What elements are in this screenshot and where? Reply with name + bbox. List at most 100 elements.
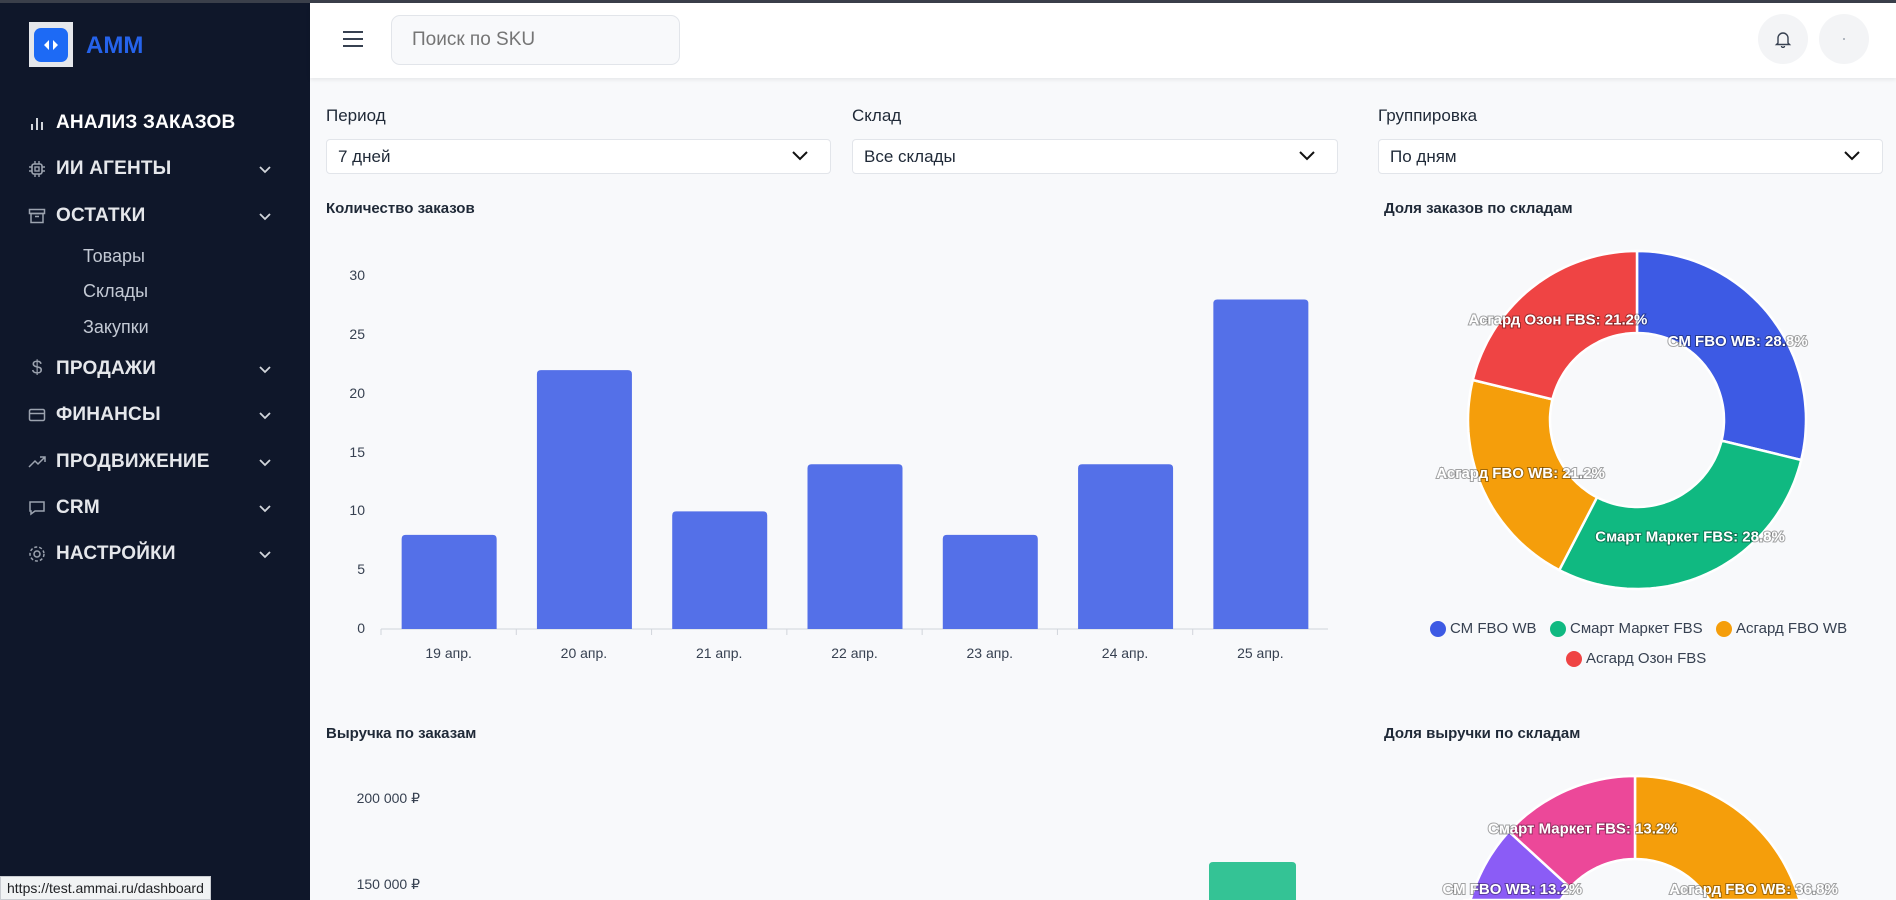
chevron-down-icon — [259, 459, 271, 467]
legend-dot — [1550, 620, 1566, 637]
orders-share-title: Доля заказов по складам — [1384, 200, 1573, 217]
sidebar-item-label: НАСТРОЙКИ — [56, 543, 176, 564]
sidebar-item-orders-analysis[interactable]: АНАЛИЗ ЗАКАЗОВ — [0, 103, 310, 143]
y-tick-label: 150 000 ₽ — [356, 876, 420, 892]
sidebar-item-label: ИИ АГЕНТЫ — [56, 158, 172, 179]
legend-dot — [1430, 620, 1446, 637]
notifications-button[interactable] — [1758, 14, 1808, 64]
x-tick-label: 21 апр. — [695, 645, 743, 661]
y-tick-label: 25 — [349, 325, 365, 342]
sidebar-item-label: ФИНАНСЫ — [56, 404, 161, 425]
sidebar-item-label: ПРОДАЖИ — [56, 358, 157, 379]
legend-dot — [1716, 620, 1732, 637]
top-bar — [310, 3, 1896, 78]
bar — [807, 464, 903, 629]
chevron-down-icon — [259, 412, 271, 420]
sidebar-subitem-warehouses[interactable]: Склады — [83, 281, 149, 301]
sidebar-item-promotion[interactable]: ПРОДВИЖЕНИЕ — [0, 442, 310, 482]
avatar[interactable] — [1819, 14, 1869, 64]
x-tick-label: 24 апр. — [1101, 645, 1149, 661]
sidebar-item-sales[interactable]: $ ПРОДАЖИ — [0, 349, 310, 389]
pie-slice — [1635, 249, 1808, 462]
message-icon — [28, 499, 46, 517]
pie-slice — [1466, 378, 1599, 572]
sidebar-item-label: ПРОДВИЖЕНИЕ — [56, 451, 210, 472]
x-tick-label: 19 апр. — [425, 645, 472, 661]
grouping-select[interactable]: По дням — [1378, 139, 1883, 174]
pie-slice — [1633, 774, 1808, 900]
legend-item[interactable]: Смарт Маркет FBS — [1550, 620, 1703, 637]
pie-slice-label: Смарт Маркет FBS: 28.8% — [1595, 528, 1785, 545]
revenue-chart-title: Выручка по заказам — [326, 725, 477, 742]
grouping-value: По дням — [1390, 146, 1457, 166]
sidebar-item-crm[interactable]: CRM — [0, 488, 310, 528]
revenue-bar — [1209, 862, 1296, 900]
warehouse-select[interactable]: Все склады — [852, 139, 1338, 174]
archive-icon — [28, 207, 46, 225]
bar — [672, 511, 768, 629]
bar — [401, 534, 497, 629]
x-tick-label: 22 апр. — [831, 645, 878, 661]
pie-slice-label: Асгард FBO WB: 21.2% — [1436, 465, 1605, 482]
warehouse-value: Все склады — [864, 146, 956, 166]
app-name: АММ — [86, 32, 144, 59]
chevron-down-icon — [259, 366, 271, 374]
status-bar-url: https://test.ammai.ru/dashboard — [0, 876, 211, 900]
bar — [536, 370, 632, 629]
chevron-down-icon — [259, 166, 271, 174]
sidebar-item-label: ОСТАТКИ — [56, 205, 146, 226]
gear-icon — [28, 545, 46, 563]
pie-slice — [1462, 830, 1572, 900]
chevron-down-icon — [1844, 151, 1860, 161]
pie-slice — [1471, 249, 1639, 401]
pie-slice-label: СМ FBO WB: 28.8% — [1668, 333, 1808, 350]
y-tick-label: 5 — [357, 561, 365, 578]
dollar-icon: $ — [31, 358, 43, 379]
chevron-down-icon — [792, 151, 808, 161]
sidebar-item-label: CRM — [56, 497, 100, 518]
period-select[interactable]: 7 дней — [326, 139, 831, 174]
bell-icon — [1774, 32, 1792, 48]
sidebar-item-settings[interactable]: НАСТРОЙКИ — [0, 534, 310, 574]
pie-slice-label: СМ FBO WB: 13.2% — [1442, 881, 1582, 898]
sidebar-subitem-products[interactable]: Товары — [83, 246, 145, 266]
legend-item[interactable]: Асгард Озон FBS — [1566, 650, 1706, 667]
y-tick-label: 15 — [349, 443, 365, 460]
y-tick-label: 20 — [349, 384, 365, 401]
logo-icon — [34, 27, 68, 62]
sidebar-subitem-purchases[interactable]: Закупки — [83, 317, 149, 337]
bar — [1078, 464, 1174, 629]
sku-search-input[interactable] — [391, 15, 680, 65]
credit-card-icon — [28, 406, 46, 424]
chevron-down-icon — [1299, 151, 1315, 161]
pie-slice-label: Асгард Озон FBS: 21.2% — [1468, 311, 1647, 328]
bar — [1213, 299, 1309, 629]
legend-label: Асгард Озон FBS — [1586, 650, 1707, 667]
sidebar-item-stock[interactable]: ОСТАТКИ — [0, 196, 310, 236]
bar-chart-icon — [28, 114, 46, 132]
chevron-down-icon — [259, 505, 271, 513]
pie-slice — [1558, 439, 1803, 591]
window-top-border — [0, 0, 1896, 3]
chevron-down-icon — [259, 551, 271, 559]
period-value: 7 дней — [338, 146, 391, 166]
x-tick-label: 20 апр. — [560, 645, 608, 661]
chevron-down-icon — [259, 213, 271, 221]
sidebar-item-label: АНАЛИЗ ЗАКАЗОВ — [56, 112, 236, 133]
pie-slice-label: Асгард FBO WB: 36.8% — [1669, 881, 1838, 898]
x-tick-label: 25 апр. — [1237, 645, 1284, 661]
period-label: Период — [326, 106, 386, 125]
legend-label: СМ FBO WB — [1450, 620, 1537, 637]
grouping-label: Группировка — [1378, 106, 1478, 125]
y-tick-label: 10 — [349, 502, 365, 519]
logo[interactable] — [29, 22, 73, 67]
legend-item[interactable]: Асгард FBO WB — [1716, 620, 1847, 637]
legend-item[interactable]: СМ FBO WB — [1430, 620, 1537, 637]
y-tick-label: 30 — [349, 267, 365, 283]
y-tick-label: 0 — [357, 620, 365, 636]
warehouse-label: Склад — [852, 106, 902, 125]
chip-icon — [28, 160, 46, 178]
sidebar-item-ai-agents[interactable]: ИИ АГЕНТЫ — [0, 149, 310, 189]
menu-icon[interactable] — [342, 30, 364, 48]
sidebar-item-finance[interactable]: ФИНАНСЫ — [0, 395, 310, 435]
